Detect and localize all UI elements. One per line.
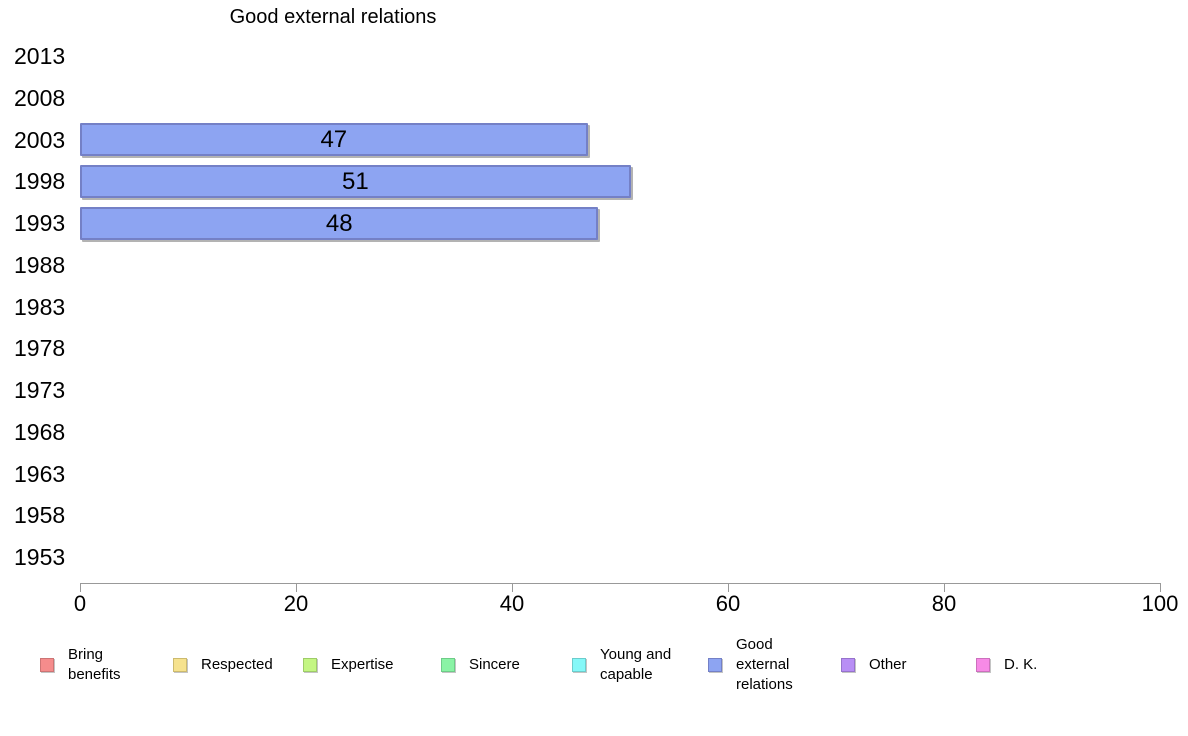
legend-label: Good external relations bbox=[736, 636, 793, 693]
y-axis-label-2008: 2008 bbox=[14, 84, 66, 111]
legend-label: Respected bbox=[201, 656, 273, 673]
bar-value-label: 48 bbox=[325, 209, 353, 237]
x-axis-tick-label: 40 bbox=[499, 591, 525, 616]
y-axis-label-1978: 1978 bbox=[14, 335, 66, 362]
legend-label: Expertise bbox=[331, 656, 394, 673]
legend-label: D. K. bbox=[1004, 656, 1038, 673]
x-axis-tick-label: 60 bbox=[715, 591, 741, 616]
legend-swatch bbox=[976, 658, 990, 672]
x-axis-tick-label: 0 bbox=[73, 591, 87, 616]
bar-2003: 47 bbox=[80, 123, 588, 156]
bar-value-label: 51 bbox=[342, 167, 369, 195]
legend-swatch bbox=[40, 658, 54, 672]
bar-1998: 51 bbox=[80, 164, 631, 198]
x-axis-tick bbox=[1159, 584, 1161, 592]
y-axis-label-1953: 1953 bbox=[14, 544, 66, 570]
x-axis-tick bbox=[727, 584, 729, 592]
x-axis-tick bbox=[79, 584, 81, 592]
x-axis-tick-label: 20 bbox=[283, 591, 309, 616]
legend-swatch bbox=[841, 658, 855, 672]
legend-label: Other bbox=[869, 656, 907, 673]
y-axis-label-1958: 1958 bbox=[14, 502, 66, 529]
x-axis-tick bbox=[943, 584, 945, 592]
y-axis-label-2013: 2013 bbox=[14, 43, 66, 69]
chart-title: Good external relations bbox=[229, 6, 437, 28]
bar-1993: 48 bbox=[80, 206, 599, 240]
x-axis-tick bbox=[511, 584, 513, 592]
y-axis-label-1968: 1968 bbox=[14, 418, 66, 445]
x-axis-tick bbox=[295, 584, 297, 592]
y-axis-label-1973: 1973 bbox=[14, 377, 66, 403]
legend-swatch bbox=[303, 658, 317, 672]
legend-label: Bring benefits bbox=[68, 646, 121, 683]
bar-value-label: 47 bbox=[320, 126, 348, 153]
x-axis-line bbox=[80, 583, 1161, 584]
y-axis-label-1983: 1983 bbox=[14, 293, 66, 320]
y-axis-label-1988: 1988 bbox=[14, 251, 66, 278]
legend-swatch bbox=[173, 658, 187, 672]
y-axis-label-1993: 1993 bbox=[14, 210, 66, 236]
legend-swatch bbox=[708, 658, 722, 672]
x-axis-tick-label: 80 bbox=[931, 591, 957, 616]
y-axis-label-1963: 1963 bbox=[14, 460, 66, 487]
legend-label: Sincere bbox=[469, 656, 520, 673]
legend-label: Young and capable bbox=[600, 646, 672, 683]
legend-swatch bbox=[572, 658, 586, 672]
legend-swatch bbox=[441, 658, 455, 672]
x-axis-tick-label: 100 bbox=[1141, 591, 1179, 616]
y-axis-label-2003: 2003 bbox=[14, 126, 66, 153]
y-axis-label-1998: 1998 bbox=[14, 168, 66, 195]
